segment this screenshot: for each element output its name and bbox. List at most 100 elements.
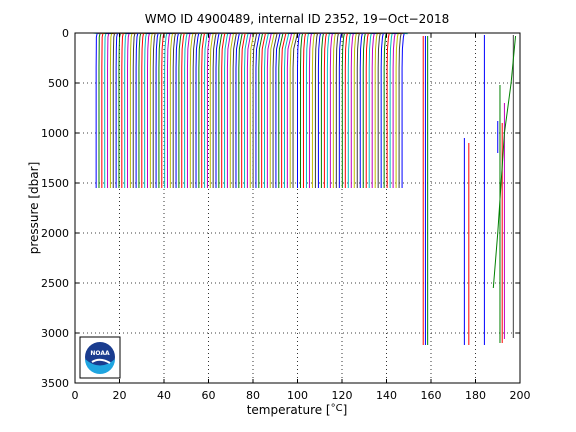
temperature-profile-line [292,32,298,188]
x-tick-labels: 0 20 40 60 80 100 120 140 160 180 200 [72,389,531,402]
temperature-profile-line [181,32,185,188]
temperature-profile-line [244,32,249,188]
temperature-profile-line [326,32,331,188]
y-tick-label: 2500 [41,277,69,290]
temperature-profile-line [258,32,264,188]
temperature-profile-line [329,32,334,188]
temperature-profile-line [127,32,130,188]
temperature-profile-line [215,32,220,188]
temperature-profile-line [338,32,343,188]
temperature-profile-line [109,32,113,188]
temperature-profile-line [332,32,337,188]
x-tick-label: 200 [510,389,531,402]
temperature-profile-line [204,32,209,188]
temperature-profile-line [395,32,399,188]
x-tick-label: 100 [287,389,308,402]
temperature-profile-line [155,32,159,188]
temperature-profile-line [374,32,378,188]
temperature-profile-line [272,32,278,188]
temperature-profile-line [275,32,281,188]
temperature-profile-line [392,32,396,188]
temperature-profile-line [281,32,287,188]
temperature-profile-line [350,32,354,188]
temperature-profile-line [141,32,145,188]
y-tick-label: 0 [62,27,69,40]
temperature-profile-line [195,32,200,188]
temperature-profile-line [158,32,162,188]
temperature-profile-line [149,32,153,188]
temperature-profile-line [226,32,232,188]
temperature-profile-line [377,32,381,188]
temperature-profile-line [368,32,372,188]
temperature-profile-line [164,32,168,188]
temperature-profile-line [311,32,316,188]
noaa-logo: NOAA [79,336,121,379]
temperature-profile-line [365,32,369,188]
temperature-profile-line [371,32,375,188]
temperature-profile-line [314,32,319,188]
x-tick-label: 140 [376,389,397,402]
x-axis-label: temperature [°C] [247,403,348,417]
y-tick-label: 1500 [41,177,69,190]
slanted-profile-line [492,35,517,289]
temperature-profile-line [386,32,390,188]
temperature-profile-line [344,32,349,188]
temperature-profile-line [115,32,119,188]
temperature-profile-line [192,32,197,188]
temperature-profile-line [178,32,182,188]
noaa-logo-text: NOAA [90,350,110,357]
temperature-profile-line [362,32,366,188]
temperature-profile-line [166,32,171,188]
y-tick-label: 2000 [41,227,69,240]
temperature-profile-line [264,32,269,188]
x-axis-label-text: temperature [ [247,403,331,417]
x-tick-label: 120 [332,389,353,402]
temperature-profile-line [201,32,206,188]
temperature-profile-line [359,32,363,188]
temperature-profile-line [229,32,235,188]
temperature-profile-line [241,32,246,188]
temperature-profile-line [238,32,243,188]
temperature-profile-line [104,32,107,188]
temperature-profile-line [389,32,393,188]
temperature-profile-line [289,32,296,188]
temperature-profile-line [186,32,191,188]
temperature-profile-line [124,32,127,188]
temperature-profile-line [317,32,322,188]
temperature-profile-line [212,32,217,188]
temperature-profile-line [286,32,293,188]
x-tick-label: 160 [421,389,442,402]
x-tick-label: 20 [113,389,127,402]
temperature-profile-line [305,32,310,188]
temperature-profile-line [118,32,121,188]
temperature-profile-line [320,32,325,188]
chart-title: WMO ID 4900489, internal ID 2352, 19−Oct… [145,12,449,26]
temperature-profile-line [144,32,148,188]
temperature-profile-line [278,32,284,188]
x-tick-label: 80 [246,389,260,402]
temperature-profile-line [224,32,229,188]
temperature-profile-line [323,32,328,188]
y-tick-label: 1000 [41,127,69,140]
temperature-profile-line [232,32,238,188]
temperature-profile-line [169,32,174,188]
temperature-profile-line [398,32,402,188]
temperature-profile-line [356,32,360,188]
temperature-profile-line [302,32,307,188]
temperature-profile-line [308,32,313,188]
temperature-profile-line [269,32,275,188]
temperature-profile-line [161,32,165,188]
temperature-profile-line [335,32,340,188]
y-tick-label: 500 [48,77,69,90]
axis-ticks [74,32,521,384]
temperature-profile-line [255,32,261,188]
temperature-profile-line [147,32,150,188]
x-tick-label: 180 [465,389,486,402]
temperature-profile-line [246,32,252,188]
y-tick-labels: 0 500 1000 1500 2000 2500 3000 3500 [41,27,69,390]
y-tick-label: 3000 [41,327,69,340]
temperature-profile-line [209,32,214,188]
temperature-profile-line [121,32,124,188]
temperature-profile-line [347,32,352,188]
